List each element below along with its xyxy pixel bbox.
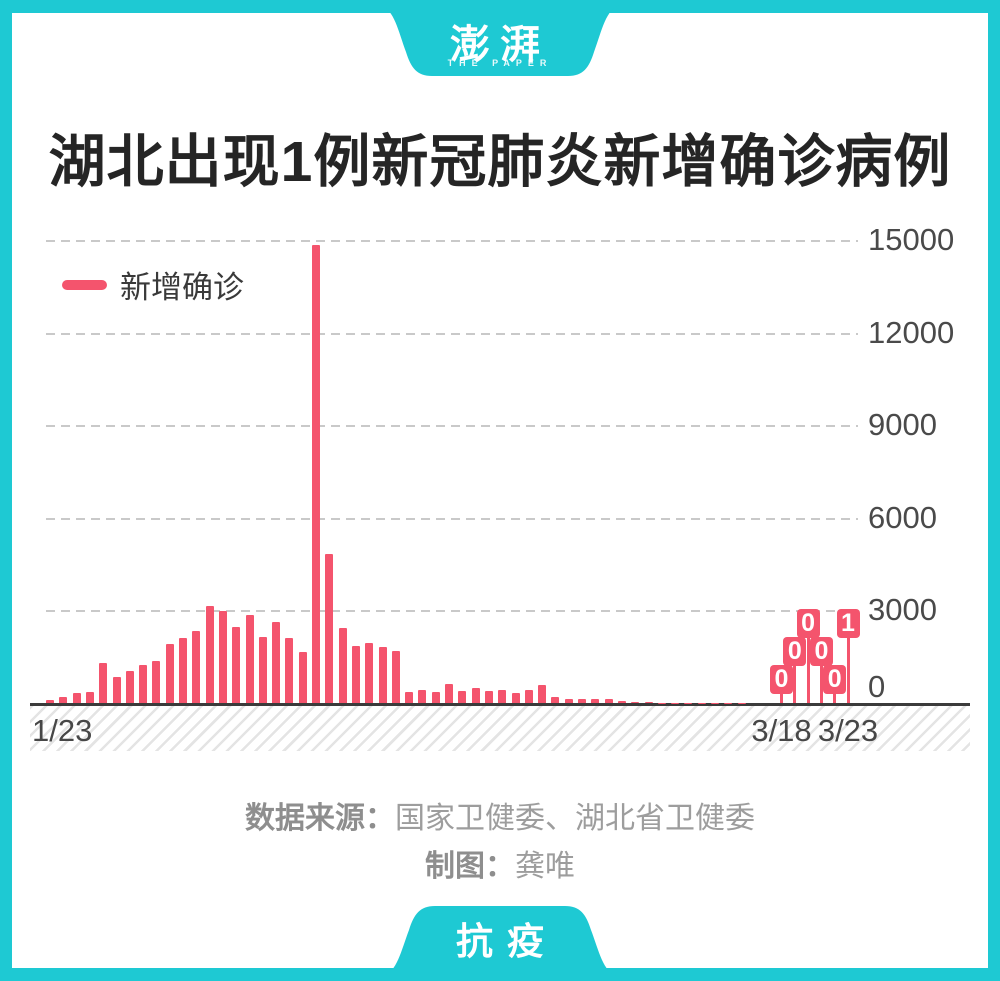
bar-3/7 xyxy=(631,701,640,703)
value-label-badge-3/18: 0 xyxy=(770,665,793,694)
data-source-line: 数据来源：国家卫健委、湖北省卫健委 xyxy=(0,793,1000,837)
bar-2/15 xyxy=(351,646,360,703)
y-axis-label-3000: 3000 xyxy=(868,592,937,628)
y-axis-label-12000: 12000 xyxy=(868,314,955,350)
tail-stem-3/23 xyxy=(846,638,850,703)
bar-2/6 xyxy=(232,627,241,703)
bar-2/10 xyxy=(285,638,294,703)
bar-2/18 xyxy=(391,650,400,703)
bar-2/23 xyxy=(458,690,467,703)
x-axis-label-1-23: 1/23 xyxy=(32,713,93,748)
legend-label: 新增确诊 xyxy=(120,270,244,305)
y-axis-label-0: 0 xyxy=(868,669,886,704)
bar-2/28 xyxy=(524,689,533,703)
bar-2/13 xyxy=(325,554,334,703)
value-label-badge-3/23: 1 xyxy=(836,609,860,638)
bar-2/20 xyxy=(418,690,427,703)
frame-right xyxy=(988,0,1000,981)
data-source-label: 数据来源： xyxy=(245,802,395,835)
bar-2/3 xyxy=(192,630,201,703)
bar-1/24 xyxy=(59,697,68,703)
bar-2/1 xyxy=(165,643,174,703)
bar-2/8 xyxy=(258,636,267,703)
bar-3/8 xyxy=(644,701,653,703)
bar-2/22 xyxy=(445,683,453,703)
bar-2/16 xyxy=(365,643,374,703)
bar-1/23 xyxy=(46,699,54,703)
value-label-badge-3/21: 0 xyxy=(809,637,833,666)
tail-stem-3/21 xyxy=(819,666,823,703)
x-axis-line xyxy=(30,703,970,706)
bar-3/1 xyxy=(551,696,560,703)
legend: 新增确诊 xyxy=(62,262,244,307)
footer-tab-shape xyxy=(383,906,617,981)
axis-hatch-strip xyxy=(30,706,970,751)
tail-stem-3/22 xyxy=(833,694,837,703)
page-title: 湖北出现1例新冠肺炎新增确诊病例 xyxy=(48,130,952,194)
value-label-badge-3/19: 0 xyxy=(783,637,807,666)
gridline-12000 xyxy=(46,332,858,335)
x-axis-label-3-23: 3/23 xyxy=(817,713,879,748)
tail-stem-3/18 xyxy=(780,694,783,703)
bar-2/27 xyxy=(511,693,520,703)
bar-1/29 xyxy=(125,671,134,703)
bar-2/5 xyxy=(218,610,227,703)
bar-3/3 xyxy=(578,699,586,703)
bar-3/2 xyxy=(564,699,573,703)
gridline-9000 xyxy=(46,425,858,428)
bar-1/26 xyxy=(85,691,94,703)
bar-2/17 xyxy=(378,647,387,703)
data-source-value: 国家卫健委、湖北省卫健委 xyxy=(395,802,755,835)
tail-stem-3/19 xyxy=(793,666,797,703)
bar-2/11 xyxy=(298,652,307,703)
bar-2/24 xyxy=(471,687,480,703)
bar-3/5 xyxy=(604,699,613,703)
bar-2/21 xyxy=(431,691,440,703)
gridline-3000 xyxy=(46,610,858,613)
y-axis-label-9000: 9000 xyxy=(868,407,937,443)
bar-2/29 xyxy=(538,685,547,703)
header-tab-shape xyxy=(380,0,620,76)
bar-2/2 xyxy=(179,638,187,703)
banner-label: 抗疫 xyxy=(456,921,558,962)
bar-3/6 xyxy=(617,700,626,703)
credit-label: 制图： xyxy=(425,850,515,883)
x-axis-label-3-18: 3/18 xyxy=(751,713,812,748)
bar-2/26 xyxy=(498,690,507,703)
logo-subtitle: THE PAPER xyxy=(447,58,553,68)
gridline-6000 xyxy=(46,517,858,520)
bar-1/31 xyxy=(152,661,161,703)
bar-1/30 xyxy=(139,665,148,703)
bar-2/4 xyxy=(205,605,214,703)
value-label-badge-3/20: 0 xyxy=(796,609,820,638)
y-axis-label-6000: 6000 xyxy=(868,499,937,535)
gridline-15000 xyxy=(46,240,858,242)
y-axis-label-15000: 15000 xyxy=(868,222,955,257)
bar-3/4 xyxy=(591,698,600,703)
credit-line: 制图：龚唯 xyxy=(0,841,1000,885)
value-label-badge-3/22: 0 xyxy=(823,665,847,694)
logo-the-paper: 澎湃 xyxy=(450,23,550,67)
bar-2/7 xyxy=(245,615,254,703)
credit-value: 龚唯 xyxy=(515,850,575,883)
bar-2/25 xyxy=(484,690,493,703)
bar-chart: 0 3000 6000 9000 12000 15000 0 0 0 0 0 1 1/23 3/18 3/2… xyxy=(30,222,970,785)
bar-2/12 xyxy=(312,244,320,703)
bar-1/25 xyxy=(72,693,81,703)
bar-1/27 xyxy=(99,663,108,703)
bar-2/19 xyxy=(405,692,414,703)
tail-stem-3/20 xyxy=(806,638,810,703)
legend-swatch-icon xyxy=(62,279,107,290)
bar-2/9 xyxy=(272,622,281,703)
bar-2/14 xyxy=(338,628,347,703)
bar-1/28 xyxy=(112,677,121,703)
frame-left xyxy=(0,0,12,981)
